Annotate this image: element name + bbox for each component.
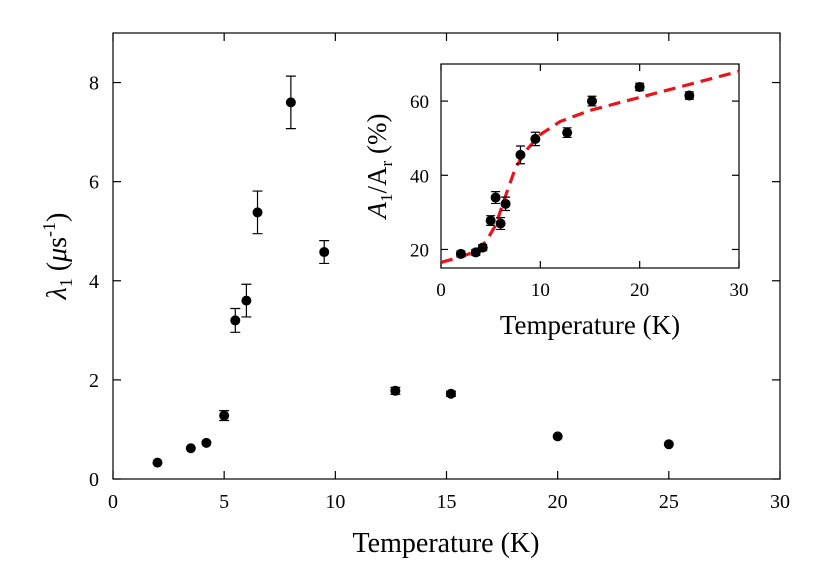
main-x-tick-label: 15 (437, 491, 457, 513)
inset-data-point (530, 133, 541, 144)
inset-data-point (470, 247, 481, 258)
inset-y-tick-label: 20 (410, 240, 429, 261)
main-y-title-subscript: 1 (56, 278, 76, 287)
inset-data-point (495, 218, 506, 229)
main-data-point (552, 431, 563, 442)
main-x-tick-label: 5 (219, 491, 229, 513)
inset-y-tick-label: 40 (410, 166, 429, 187)
main-y-tick-label: 8 (89, 73, 99, 95)
main-data-points (152, 75, 674, 468)
inset-data-point (634, 81, 645, 92)
main-y-tick-label: 4 (89, 271, 99, 293)
inset-data-point (586, 96, 597, 107)
main-data-point (152, 457, 163, 468)
main-y-tick-label: 0 (89, 469, 99, 491)
inset-data-point (500, 198, 511, 209)
inset-ticks: 0 10 20 30 20 40 60 (410, 64, 749, 301)
inset-y-title-a1: A (362, 201, 392, 220)
inset-data-point (515, 149, 526, 160)
main-data-point (663, 439, 674, 450)
inset-data-point (490, 192, 501, 203)
main-y-tick-label: 2 (89, 370, 99, 392)
main-y-axis-title: λ1 (μs-1) (39, 213, 76, 301)
inset-x-axis-title: Temperature (K) (500, 310, 680, 340)
main-data-point (285, 97, 296, 108)
main-x-axis-title: Temperature (K) (353, 528, 540, 559)
main-x-tick-label: 0 (108, 491, 118, 513)
inset-data-point (485, 215, 496, 226)
main-x-tick-label: 25 (659, 491, 679, 513)
inset-y-tick-label: 60 (410, 92, 429, 113)
main-data-point (319, 247, 330, 258)
inset-x-tick-label: 10 (531, 280, 550, 301)
main-data-point (230, 315, 241, 326)
inset-plot-frame (440, 63, 740, 269)
main-data-point (185, 443, 196, 454)
inset-y-axis-title: A1/Ar (%) (362, 114, 396, 221)
inset-data-points (455, 81, 695, 259)
inset-data-point (562, 127, 573, 138)
main-x-tick-label: 10 (325, 491, 345, 513)
main-y-title-superscript: -1 (39, 222, 59, 237)
main-x-tick-label: 20 (548, 491, 568, 513)
main-data-point (241, 295, 252, 306)
main-x-tick-label: 30 (770, 491, 790, 513)
main-data-point (219, 410, 230, 421)
inset-y-title-slash-ar: /A (362, 166, 392, 194)
inset-y-title-a1-subscript: 1 (377, 193, 396, 202)
main-y-title-s: s (42, 237, 73, 248)
inset-x-tick-label: 30 (730, 280, 749, 301)
main-data-point (390, 385, 401, 396)
inset-y-title-unit: (%) (362, 114, 392, 161)
inset-x-tick-label: 20 (630, 280, 649, 301)
main-data-point (201, 437, 212, 448)
inset-y-title-ar-subscript: r (377, 160, 396, 166)
main-y-title-mu: μ (42, 248, 73, 263)
inset-x-tick-label: 0 (436, 280, 446, 301)
inset-data-point (477, 242, 488, 253)
main-y-title-close: ) (42, 213, 73, 222)
main-y-title-open: ( (42, 262, 73, 278)
inset-data-point (684, 90, 695, 101)
main-y-tick-label: 6 (89, 172, 99, 194)
main-y-title-symbol: λ (42, 287, 73, 300)
inset-data-point (455, 248, 466, 259)
main-data-point (445, 388, 456, 399)
main-data-point (252, 207, 263, 218)
